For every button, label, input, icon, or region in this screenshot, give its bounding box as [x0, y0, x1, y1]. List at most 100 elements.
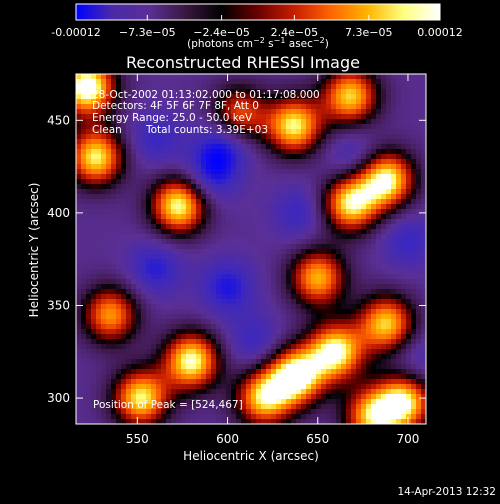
heatmap-cell	[226, 124, 232, 130]
heatmap-cell	[241, 89, 247, 95]
heatmap-cell	[401, 399, 407, 405]
heatmap-cell	[241, 119, 247, 125]
heatmap-cell	[356, 364, 362, 370]
heatmap-cell	[206, 374, 212, 380]
heatmap-cell	[351, 274, 357, 280]
heatmap-cell	[186, 239, 192, 245]
heatmap-cell	[251, 284, 257, 290]
heatmap-cell	[336, 369, 342, 375]
heatmap-cell	[361, 249, 367, 255]
heatmap-cell	[126, 194, 132, 200]
heatmap-cell	[296, 124, 302, 130]
heatmap-cell	[401, 219, 407, 225]
heatmap-cell	[341, 104, 347, 110]
heatmap-cell	[421, 154, 426, 160]
heatmap-cell	[416, 384, 422, 390]
heatmap-cell	[401, 344, 407, 350]
heatmap-cell	[231, 89, 237, 95]
heatmap-cell	[196, 409, 202, 415]
heatmap-cell	[286, 179, 292, 185]
heatmap-cell	[351, 129, 357, 135]
heatmap-cell	[96, 194, 102, 200]
heatmap-cell	[281, 74, 287, 80]
heatmap-cell	[261, 354, 267, 360]
heatmap-cell	[346, 319, 352, 325]
heatmap-cell	[311, 304, 317, 310]
heatmap-cell	[356, 249, 362, 255]
heatmap-cell	[241, 389, 247, 395]
heatmap-cell	[116, 299, 122, 305]
heatmap-cell	[241, 94, 247, 100]
heatmap-cell	[81, 269, 87, 275]
heatmap-cell	[146, 319, 152, 325]
heatmap-cell	[341, 394, 347, 400]
heatmap-cell	[346, 384, 352, 390]
heatmap-cell	[376, 159, 382, 165]
heatmap-cell	[371, 374, 377, 380]
heatmap-cell	[151, 199, 157, 205]
heatmap-cell	[346, 389, 352, 395]
heatmap-cell	[176, 324, 182, 330]
heatmap-cell	[341, 224, 347, 230]
heatmap-cell	[346, 274, 352, 280]
heatmap-cell	[266, 109, 272, 115]
heatmap-cell	[261, 199, 267, 205]
heatmap-cell	[141, 229, 147, 235]
heatmap-cell	[276, 179, 282, 185]
heatmap-cell	[131, 164, 137, 170]
heatmap-cell	[271, 184, 277, 190]
heatmap-cell	[181, 279, 187, 285]
heatmap-cell	[296, 254, 302, 260]
heatmap-cell	[406, 359, 412, 365]
heatmap-cell	[321, 194, 327, 200]
heatmap-cell	[351, 284, 357, 290]
heatmap-cell	[306, 264, 312, 270]
heatmap-cell	[306, 229, 312, 235]
heatmap-cell	[416, 414, 422, 420]
heatmap-cell	[256, 89, 262, 95]
heatmap-cell	[351, 349, 357, 355]
heatmap-cell	[421, 229, 426, 235]
heatmap-cell	[366, 294, 372, 300]
heatmap-cell	[341, 109, 347, 115]
heatmap-cell	[266, 209, 272, 215]
heatmap-cell	[141, 389, 147, 395]
heatmap-cell	[351, 234, 357, 240]
heatmap-cell	[136, 94, 142, 100]
heatmap-cell	[166, 224, 172, 230]
heatmap-cell	[201, 99, 207, 105]
heatmap-cell	[326, 144, 332, 150]
heatmap-cell	[346, 339, 352, 345]
heatmap-cell	[231, 214, 237, 220]
heatmap-cell	[381, 189, 387, 195]
heatmap-cell	[331, 104, 337, 110]
heatmap-cell	[181, 219, 187, 225]
heatmap-cell	[411, 354, 417, 360]
heatmap-cell	[341, 299, 347, 305]
heatmap-cell	[326, 259, 332, 265]
heatmap-cell	[346, 379, 352, 385]
heatmap-cell	[286, 224, 292, 230]
heatmap-cell	[296, 89, 302, 95]
heatmap-cell	[421, 224, 426, 230]
heatmap-cell	[406, 154, 412, 160]
heatmap-cell	[91, 264, 97, 270]
heatmap-cell	[96, 369, 102, 375]
heatmap-cell	[86, 124, 92, 130]
heatmap-cell	[356, 194, 362, 200]
heatmap-cell	[341, 234, 347, 240]
heatmap-cell	[416, 359, 422, 365]
heatmap-cell	[191, 159, 197, 165]
heatmap-cell	[221, 399, 227, 405]
heatmap-cell	[381, 239, 387, 245]
heatmap-cell	[186, 104, 192, 110]
heatmap-cell	[196, 239, 202, 245]
heatmap-cell	[196, 229, 202, 235]
heatmap-cell	[356, 229, 362, 235]
heatmap-cell	[371, 414, 377, 420]
heatmap-cell	[421, 274, 426, 280]
heatmap-cell	[336, 334, 342, 340]
heatmap-cell	[361, 339, 367, 345]
heatmap-cell	[376, 394, 382, 400]
heatmap-cell	[206, 219, 212, 225]
